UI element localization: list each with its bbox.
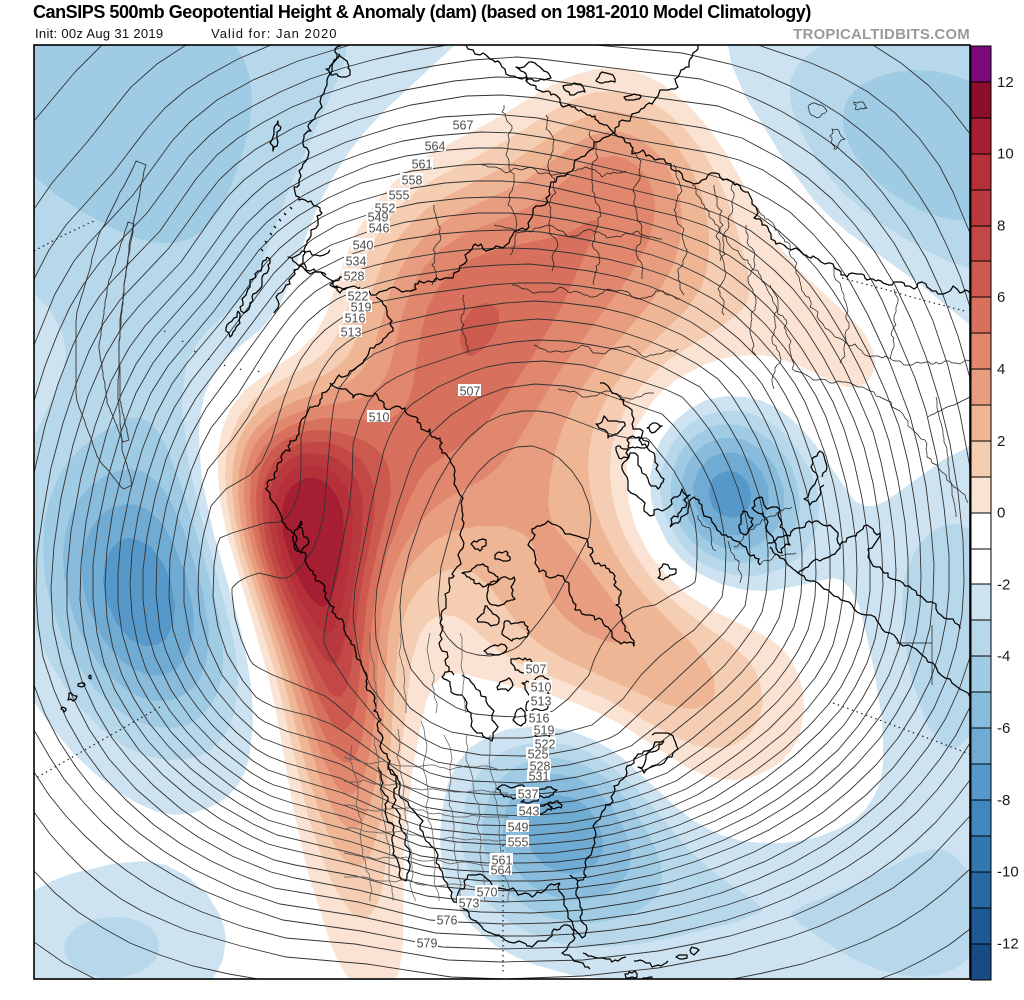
svg-text:561: 561 xyxy=(492,854,513,868)
svg-text:570: 570 xyxy=(477,886,498,900)
svg-text:534: 534 xyxy=(346,255,367,269)
svg-text:-6: -6 xyxy=(997,720,1010,737)
svg-text:537: 537 xyxy=(518,788,539,802)
svg-text:567: 567 xyxy=(453,119,474,133)
svg-text:0: 0 xyxy=(997,505,1005,522)
svg-text:576: 576 xyxy=(437,914,458,928)
svg-text:549: 549 xyxy=(368,211,389,225)
svg-text:2: 2 xyxy=(997,433,1005,450)
svg-text:579: 579 xyxy=(417,937,438,951)
svg-text:543: 543 xyxy=(519,805,540,819)
svg-text:519: 519 xyxy=(351,301,372,315)
svg-text:10: 10 xyxy=(997,146,1014,163)
svg-text:-10: -10 xyxy=(997,864,1019,881)
svg-text:525: 525 xyxy=(528,748,549,762)
svg-text:555: 555 xyxy=(389,189,410,203)
svg-text:528: 528 xyxy=(344,270,365,284)
svg-text:513: 513 xyxy=(531,695,552,709)
svg-text:516: 516 xyxy=(529,712,550,726)
svg-text:528: 528 xyxy=(530,760,551,774)
svg-text:8: 8 xyxy=(997,217,1005,234)
svg-text:558: 558 xyxy=(402,174,423,188)
svg-text:549: 549 xyxy=(508,821,529,835)
svg-text:-8: -8 xyxy=(997,792,1010,809)
svg-text:561: 561 xyxy=(412,158,433,172)
svg-text:564: 564 xyxy=(491,864,512,878)
svg-text:531: 531 xyxy=(529,770,550,784)
svg-text:546: 546 xyxy=(369,222,390,236)
svg-text:510: 510 xyxy=(531,681,552,695)
svg-text:564: 564 xyxy=(425,140,446,154)
svg-text:552: 552 xyxy=(375,202,396,216)
svg-text:510: 510 xyxy=(369,411,390,425)
svg-text:522: 522 xyxy=(348,290,369,304)
svg-text:540: 540 xyxy=(353,239,374,253)
svg-text:-2: -2 xyxy=(997,576,1010,593)
svg-text:519: 519 xyxy=(534,724,555,738)
svg-text:513: 513 xyxy=(341,326,362,340)
svg-text:-4: -4 xyxy=(997,648,1010,665)
svg-text:6: 6 xyxy=(997,289,1005,306)
svg-text:12: 12 xyxy=(997,74,1014,91)
svg-text:573: 573 xyxy=(459,897,480,911)
svg-text:-12: -12 xyxy=(997,935,1019,952)
svg-text:516: 516 xyxy=(345,312,366,326)
svg-text:522: 522 xyxy=(535,738,556,752)
svg-text:4: 4 xyxy=(997,361,1005,378)
svg-text:507: 507 xyxy=(460,385,481,399)
svg-text:555: 555 xyxy=(508,836,529,850)
svg-text:507: 507 xyxy=(526,663,547,677)
